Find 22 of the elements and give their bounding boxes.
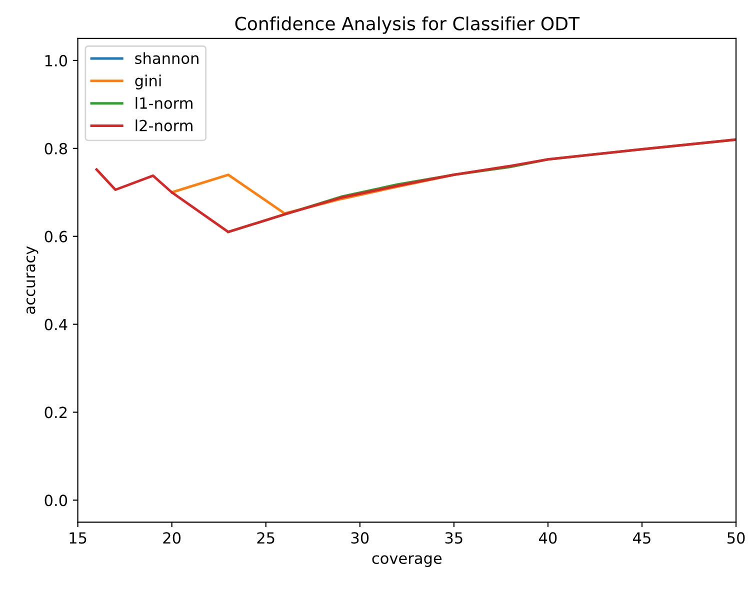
x-tick-label: 15 <box>70 532 86 544</box>
y-tick-label: 0.8 <box>44 142 68 154</box>
y-tick-label: 0.6 <box>44 230 68 242</box>
y-axis-title: accuracy <box>26 246 38 314</box>
legend-label: l2-norm <box>136 120 192 132</box>
legend-label: shannon <box>135 52 198 64</box>
x-tick-label: 40 <box>538 532 557 544</box>
x-tick-label: 25 <box>257 532 274 544</box>
x-tick-label: 30 <box>351 532 369 544</box>
x-tick-label: 45 <box>633 532 650 544</box>
x-tick-label: 50 <box>727 532 745 544</box>
y-tick-label: 0.2 <box>44 406 67 418</box>
y-tick-label: 1.0 <box>45 54 68 66</box>
x-tick-label: 35 <box>445 532 462 544</box>
legend-label: l1-norm <box>136 97 192 109</box>
y-tick-label: 0.4 <box>44 318 68 330</box>
line-series <box>95 138 736 234</box>
y-tick-label: 0.0 <box>44 494 68 506</box>
legend-label: gini <box>135 74 161 90</box>
x-axis-title: coverage <box>372 555 442 567</box>
x-tick-label: 20 <box>163 532 181 544</box>
chart-title: Confidence Analysis for Classifier ODT <box>235 16 580 34</box>
